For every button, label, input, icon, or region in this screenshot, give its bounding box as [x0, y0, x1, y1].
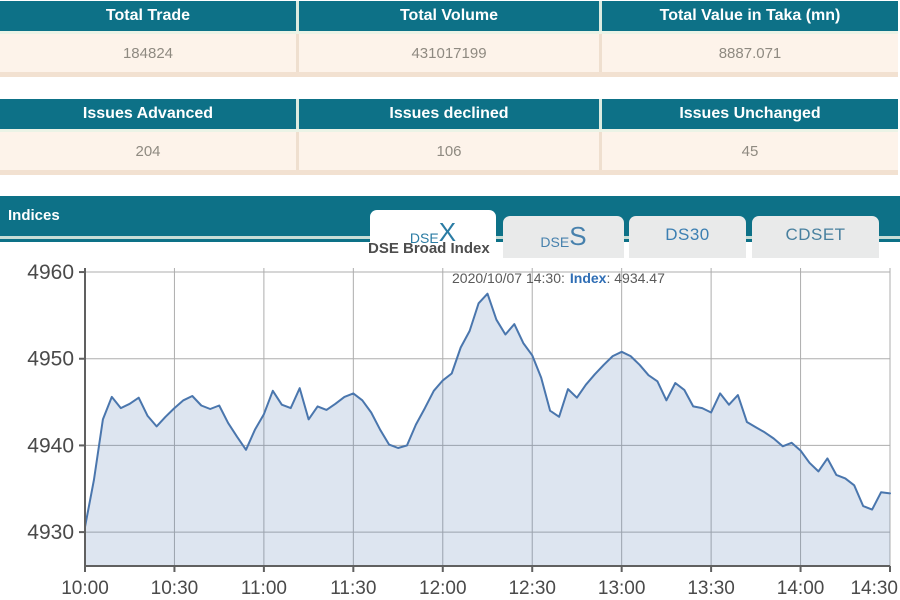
tab-ds30-label: DS30 — [665, 225, 710, 244]
totals-value-row: 184824 431017199 8887.071 — [0, 34, 898, 72]
divider — [0, 72, 898, 77]
tooltip-index-value: : 4934.47 — [606, 270, 665, 286]
x-axis-label: 13:00 — [598, 578, 646, 599]
tab-dsex[interactable]: DSE X — [370, 210, 496, 252]
x-axis-label: 13:30 — [687, 578, 735, 599]
tab-cdset-label: CDSET — [785, 225, 846, 244]
y-axis-label: 4940 — [27, 434, 74, 457]
value-total-volume: 431017199 — [296, 34, 599, 72]
y-axis-label: 4930 — [27, 521, 74, 544]
tooltip-series-name: Index — [569, 270, 607, 286]
tab-dses-prefix: DSE — [540, 234, 570, 250]
tab-dses[interactable]: DSE S — [503, 216, 624, 258]
index-area-chart[interactable]: 4930 4940 4950 4960 10:00 10:30 11:00 11:30 12:0… — [0, 255, 900, 600]
tooltip-datetime: 2020/10/07 14:30: — [452, 270, 565, 286]
value-issues-declined: 106 — [296, 132, 599, 170]
x-axis-label: 12:00 — [419, 578, 467, 599]
header-total-trade: Total Trade — [105, 7, 191, 24]
header-issues-advanced: Issues Advanced — [82, 105, 214, 122]
value-issues-unchanged: 45 — [599, 132, 898, 170]
tab-dsex-letter: X — [438, 217, 457, 247]
area-fill — [85, 293, 890, 566]
value-total-value: 8887.071 — [599, 34, 898, 72]
header-total-volume: Total Volume — [296, 1, 599, 31]
divider — [0, 31, 898, 34]
x-axis-label: 10:00 — [61, 578, 109, 599]
header-issues-declined: Issues declined — [296, 99, 599, 129]
divider — [0, 170, 898, 175]
divider — [0, 129, 898, 132]
header-total-value: Total Value in Taka (mn) — [599, 1, 898, 31]
issues-table: Issues Advanced Issues declined Issues U… — [0, 99, 898, 175]
index-line — [84, 292, 891, 528]
tab-ds30[interactable]: DS30 — [629, 216, 746, 258]
issues-header-row: Issues Advanced Issues declined Issues U… — [0, 99, 898, 129]
x-axis-label: 10:30 — [151, 578, 199, 599]
x-axis-label: 14:00 — [777, 578, 825, 599]
issues-value-row: 204 106 45 — [0, 132, 898, 170]
indices-section-title: Indices — [8, 207, 60, 224]
y-axis-label: 4960 — [27, 261, 74, 284]
tab-dses-letter: S — [569, 221, 587, 251]
totals-table: Total Trade Total Volume Total Value in … — [0, 1, 898, 77]
tab-dsex-prefix: DSE — [409, 230, 439, 246]
x-axis-label: 11:00 — [241, 578, 287, 599]
x-axis-label: 14:30 — [850, 578, 898, 599]
x-axis-label: 12:30 — [508, 578, 556, 599]
value-issues-advanced: 204 — [135, 142, 161, 160]
y-axis-label: 4950 — [27, 348, 74, 371]
value-total-trade: 184824 — [122, 44, 174, 62]
x-axis-label: 11:30 — [330, 578, 376, 599]
tab-cdset[interactable]: CDSET — [752, 216, 879, 258]
chart-title: DSE Broad Index — [368, 240, 490, 257]
totals-header-row: Total Trade Total Volume Total Value in … — [0, 1, 898, 31]
chart-tooltip: 2020/10/07 14:30: Index: 4934.47 — [452, 270, 665, 286]
header-issues-unchanged: Issues Unchanged — [599, 99, 898, 129]
